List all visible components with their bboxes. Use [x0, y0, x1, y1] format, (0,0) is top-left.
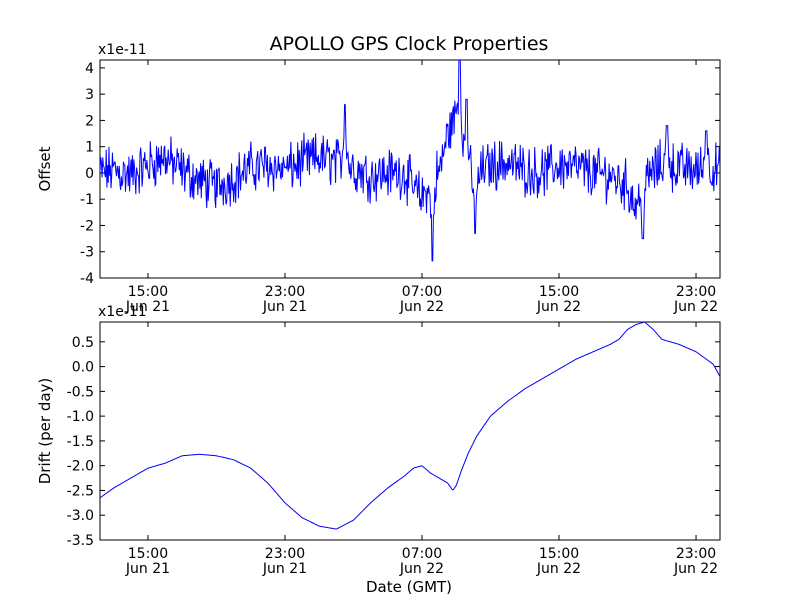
x-tick-label: 23:00: [265, 546, 305, 562]
y-tick-label: -4: [80, 271, 94, 287]
chart-title: APOLLO GPS Clock Properties: [270, 33, 549, 55]
data-series-line: [100, 322, 720, 530]
y-axis-label: Offset: [36, 146, 54, 191]
y-tick-label: -1: [80, 192, 94, 208]
y-tick-label: 4: [85, 61, 94, 77]
x-tick-label: Jun 22: [673, 299, 718, 315]
y-tick-label: -3: [80, 245, 94, 261]
x-tick-label: Jun 21: [125, 299, 170, 315]
y-tick-label: 2: [85, 113, 94, 129]
x-tick-label: 15:00: [128, 284, 168, 300]
y-tick-label: -2: [80, 218, 94, 234]
x-axis-label: Date (GMT): [366, 578, 452, 596]
x-tick-label: Jun 22: [536, 561, 581, 577]
x-tick-label: 23:00: [676, 546, 716, 562]
x-tick-label: Jun 22: [399, 561, 444, 577]
y-scale-label: x1e-11: [98, 304, 147, 320]
y-tick-label: 0.5: [72, 335, 94, 351]
x-tick-label: Jun 22: [399, 299, 444, 315]
x-tick-label: Jun 21: [125, 561, 170, 577]
y-tick-label: -1.0: [67, 409, 94, 425]
y-tick-label: 0: [85, 166, 94, 182]
y-tick-label: -3.5: [67, 533, 94, 549]
x-tick-label: Jun 21: [262, 299, 307, 315]
y-tick-label: 0.0: [72, 360, 94, 376]
y-scale-label: x1e-11: [98, 42, 147, 58]
x-tick-label: 15:00: [539, 284, 579, 300]
plot-frame: [99, 321, 721, 541]
x-tick-label: 15:00: [539, 546, 579, 562]
y-tick-label: -0.5: [67, 384, 94, 400]
x-tick-label: Jun 21: [262, 561, 307, 577]
y-axis-label: Drift (per day): [36, 378, 54, 485]
y-tick-label: -2.0: [67, 459, 94, 475]
x-tick-label: Jun 22: [536, 299, 581, 315]
x-tick-label: Jun 22: [673, 561, 718, 577]
x-tick-label: 07:00: [402, 284, 442, 300]
y-tick-label: -2.5: [67, 483, 94, 499]
x-tick-label: 07:00: [402, 546, 442, 562]
data-series-line: [100, 60, 720, 262]
y-tick-label: -3.0: [67, 508, 94, 524]
x-tick-label: 23:00: [265, 284, 305, 300]
drift-panel: -3.5-3.0-2.5-2.0-1.5-1.0-0.50.00.515:00J…: [36, 304, 721, 577]
y-tick-label: 3: [85, 87, 94, 103]
y-tick-label: -1.5: [67, 434, 94, 450]
y-tick-label: 1: [85, 140, 94, 156]
x-tick-label: 23:00: [676, 284, 716, 300]
x-tick-label: 15:00: [128, 546, 168, 562]
